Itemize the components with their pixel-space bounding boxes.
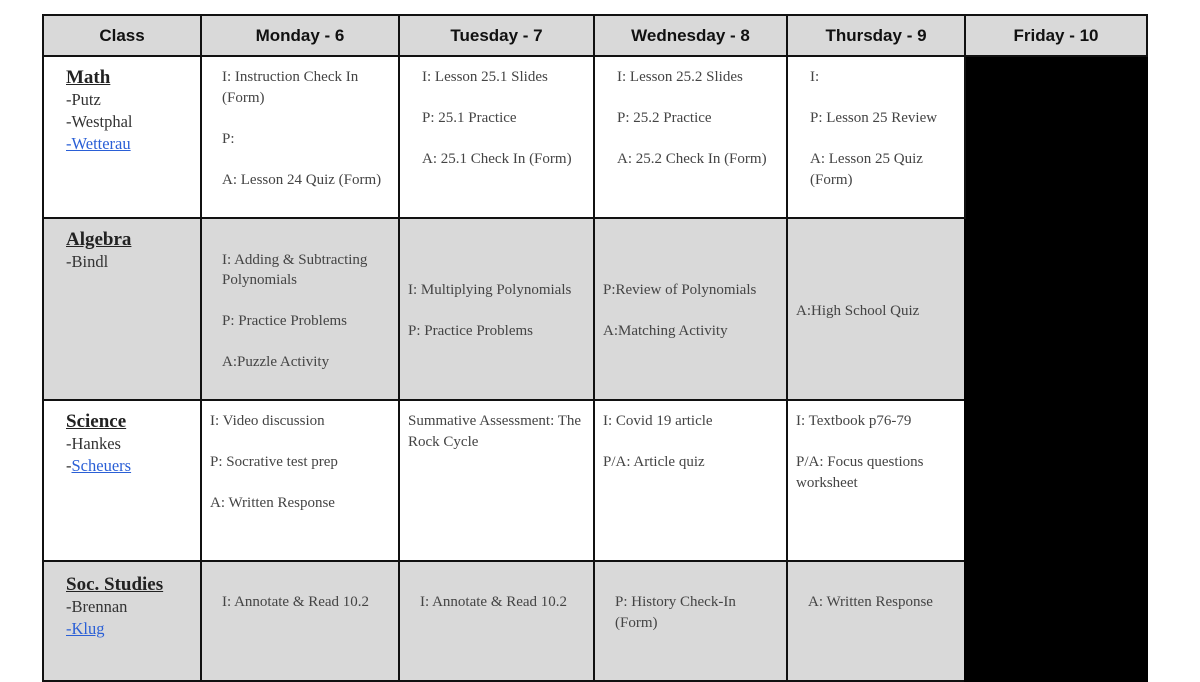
lesson-cell: A:High School Quiz (786, 217, 966, 401)
lesson-entry: Summative Assessment: The Rock Cycle (408, 413, 582, 450)
lesson-entry: A:Puzzle Activity (222, 354, 330, 370)
class-name: Science (66, 411, 127, 432)
lesson-entry: I: Annotate & Read 10.2 (222, 594, 370, 610)
lesson-cell: I: Annotate & Read 10.2 (398, 560, 595, 682)
teacher-name[interactable]: -Scheuers (66, 455, 192, 477)
lesson-entry: P/A: Focus questions worksheet (796, 454, 924, 491)
lesson-cell: A: Written Response (786, 560, 966, 682)
lesson-plan-table-wrapper: Class Monday - 6 Tuesday - 7 Wednesday -… (42, 14, 1148, 682)
header-monday: Monday - 6 (200, 14, 400, 57)
lesson-entry: A: Lesson 24 Quiz (Form) (222, 171, 382, 188)
table-row-soc-studies: Soc. Studies -Brennan -Klug I: Annotate & R… (42, 560, 1147, 682)
teacher-text: -Brennan (66, 597, 128, 616)
teacher-name[interactable]: -Wetterau (66, 133, 192, 155)
lesson-cell: P: History Check-In (Form) (593, 560, 788, 682)
lesson-entry: I: Covid 19 article (603, 413, 713, 429)
teacher-link[interactable]: -Klug (66, 619, 105, 638)
teacher-name: -Brennan (66, 596, 192, 618)
lesson-entry: I: (810, 69, 820, 85)
lesson-entry: I: Instruction Check In (Form) (222, 69, 359, 106)
teacher-text: -Putz (66, 90, 101, 109)
lesson-entry: A: Lesson 25 Quiz (Form) (810, 151, 923, 188)
lesson-entry: P: 25.2 Practice (617, 110, 712, 126)
lesson-cell: I: Adding & Subtracting Polynomials P: Pr… (200, 217, 400, 401)
lesson-entry: P: History Check-In (Form) (615, 594, 736, 631)
header-thursday: Thursday - 9 (786, 14, 966, 57)
header-row: Class Monday - 6 Tuesday - 7 Wednesday -… (42, 14, 1148, 57)
class-cell: Science -Hankes -Scheuers (42, 399, 202, 562)
teacher-name: -Westphal (66, 111, 192, 133)
lesson-cell: I: Covid 19 article P/A: Article quiz (593, 399, 788, 562)
teacher-prefix: - (66, 456, 72, 475)
friday-blacked-out (964, 55, 1148, 682)
teacher-link[interactable]: -Wetterau (66, 134, 131, 153)
lesson-entry: A:High School Quiz (796, 302, 920, 319)
lesson-entry: P:Review of Polynomials (603, 282, 757, 299)
lesson-entry: I: Lesson 25.2 Slides (617, 69, 743, 85)
teacher-name[interactable]: -Klug (66, 618, 192, 640)
lesson-entry: I: Textbook p76-79 (796, 413, 912, 429)
lesson-entry: I: Multiplying Polynomials (408, 282, 572, 299)
lesson-entry: P: Lesson 25 Review (810, 110, 938, 126)
lesson-cell: P:Review of Polynomials A:Matching Activi… (593, 217, 788, 401)
table-row-science: Science -Hankes -Scheuers I: Video discussi… (42, 399, 1147, 562)
lesson-cell: I: Instruction Check In (Form) P: A: Lesso… (200, 55, 400, 219)
lesson-entry: P/A: Article quiz (603, 454, 705, 470)
teacher-link[interactable]: Scheuers (71, 456, 132, 475)
lesson-entry: A: Written Response (808, 594, 933, 610)
lesson-cell: I: P: Lesson 25 Review A: Lesson 25 Quiz (… (786, 55, 966, 219)
table-row-algebra: Algebra -Bindl I: Adding & Subtracting Pol… (42, 217, 1147, 401)
header-friday: Friday - 10 (964, 14, 1148, 57)
lesson-entry: P: Practice Problems (408, 323, 533, 340)
class-name: Algebra (66, 229, 132, 250)
lesson-cell: I: Textbook p76-79 P/A: Focus questions w… (786, 399, 966, 562)
table-row-math: Math -Putz -Westphal -Wetterau I: Instructio… (42, 55, 1148, 682)
header-wednesday: Wednesday - 8 (593, 14, 788, 57)
lesson-cell: I: Lesson 25.2 Slides P: 25.2 Practice A: … (593, 55, 788, 219)
lesson-entry: P: Practice Problems (222, 313, 347, 329)
class-cell: Math -Putz -Westphal -Wetterau (42, 55, 202, 219)
lesson-entry: I: Annotate & Read 10.2 (420, 594, 568, 610)
lesson-entry: A:Matching Activity (603, 323, 728, 340)
lesson-cell: I: Video discussion P: Socrative test pre… (200, 399, 400, 562)
class-name: Soc. Studies (66, 574, 164, 595)
lesson-entry: I: Adding & Subtracting Polynomials (222, 251, 368, 289)
teacher-name: -Bindl (66, 251, 192, 273)
lesson-entry: A: 25.1 Check In (Form) (422, 151, 572, 167)
lesson-entry: P: Socrative test prep (210, 454, 338, 470)
lesson-cell: I: Multiplying Polynomials P: Practice Pr… (398, 217, 595, 401)
class-cell: Algebra -Bindl (42, 217, 202, 401)
lesson-cell: I: Annotate & Read 10.2 (200, 560, 400, 682)
header-class: Class (42, 14, 202, 57)
lesson-cell: Summative Assessment: The Rock Cycle (398, 399, 595, 562)
lesson-entry: I: Video discussion (210, 413, 325, 429)
lesson-entry: A: Written Response (210, 495, 335, 511)
lesson-entry: A: 25.2 Check In (Form) (617, 151, 767, 167)
teacher-text: -Bindl (66, 252, 109, 271)
teacher-text: -Westphal (66, 112, 133, 131)
class-name: Math (66, 67, 111, 88)
teacher-name: -Putz (66, 89, 192, 111)
header-tuesday: Tuesday - 7 (398, 14, 595, 57)
weekly-schedule-table: Class Monday - 6 Tuesday - 7 Wednesday -… (42, 14, 1148, 682)
teacher-name: -Hankes (66, 433, 192, 455)
class-cell: Soc. Studies -Brennan -Klug (42, 560, 202, 682)
teacher-text: -Hankes (66, 434, 121, 453)
lesson-entry: P: 25.1 Practice (422, 110, 517, 126)
lesson-entry: I: Lesson 25.1 Slides (422, 69, 548, 85)
lesson-cell: I: Lesson 25.1 Slides P: 25.1 Practice A: … (398, 55, 595, 219)
lesson-entry: P: (222, 130, 235, 147)
